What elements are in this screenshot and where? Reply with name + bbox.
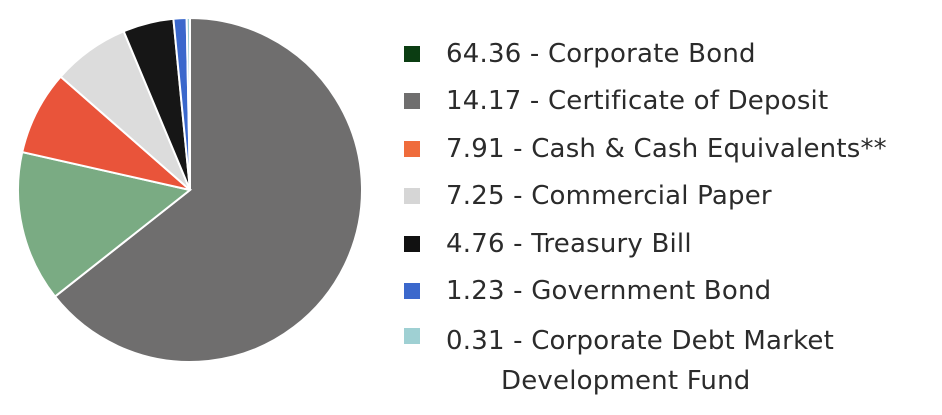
- legend-item-commercial-paper: 7.25 - Commercial Paper: [404, 173, 934, 221]
- legend-label: 1.23 - Government Bond: [446, 276, 772, 307]
- legend-label: 7.25 - Commercial Paper: [446, 181, 772, 212]
- legend-label: 0.31 - Corporate Debt Market Development…: [446, 321, 906, 401]
- slice-corporate-bond: [53, 16, 363, 363]
- legend-label-line2: Development Fund: [501, 366, 751, 396]
- legend-item-corporate-bond: 64.36 - Corporate Bond: [404, 30, 934, 78]
- legend-label: 64.36 - Corporate Bond: [446, 38, 756, 69]
- legend-label: 4.76 - Treasury Bill: [446, 228, 692, 259]
- legend-swatch: [404, 45, 420, 62]
- legend-item-treasury-bill: 4.76 - Treasury Bill: [404, 220, 934, 268]
- slice-corporate-debt-market-development-fund: [185, 16, 191, 191]
- legend-label: 14.17 - Certificate of Deposit: [446, 86, 829, 117]
- legend-swatch: [404, 140, 420, 157]
- legend-item-cash-equivalents: 7.91 - Cash & Cash Equivalents**: [404, 125, 934, 173]
- legend: 64.36 - Corporate Bond 14.17 - Certifica…: [404, 30, 934, 401]
- legend-swatch: [404, 93, 420, 110]
- legend-item-corporate-debt-market-development-fund: 0.31 - Corporate Debt Market Development…: [404, 315, 934, 401]
- legend-swatch: [404, 188, 420, 205]
- legend-swatch: [404, 235, 420, 252]
- legend-item-government-bond: 1.23 - Government Bond: [404, 268, 934, 316]
- pie-chart: [17, 16, 363, 363]
- legend-item-certificate-of-deposit: 14.17 - Certificate of Deposit: [404, 78, 934, 126]
- legend-swatch: [404, 328, 420, 344]
- legend-swatch: [404, 283, 420, 300]
- legend-label-line1: 0.31 - Corporate Debt Market: [446, 326, 834, 356]
- slice-certificate-of-deposit: [17, 150, 193, 298]
- legend-label: 7.91 - Cash & Cash Equivalents**: [446, 133, 887, 164]
